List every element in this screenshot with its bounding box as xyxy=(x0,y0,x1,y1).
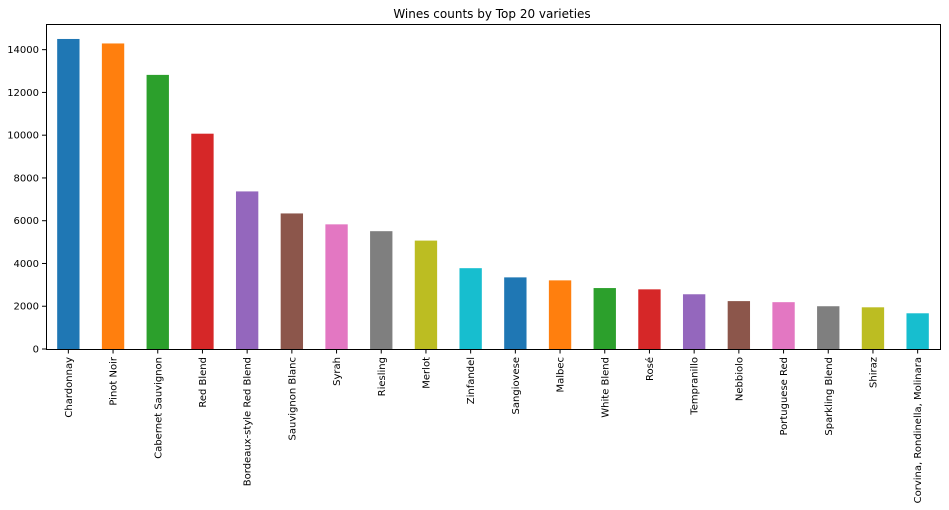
x-tick-label-0: Chardonnay xyxy=(64,357,75,418)
bar-17 xyxy=(817,306,840,349)
bar-11 xyxy=(548,280,572,349)
x-tick-label-16: Portuguese Red xyxy=(779,357,790,436)
bar-10 xyxy=(504,277,527,349)
y-tick-label-7: 14000 xyxy=(7,45,39,56)
y-tick-label-4: 8000 xyxy=(14,173,39,184)
x-tick-label-18: Shiraz xyxy=(868,357,879,388)
bar-0 xyxy=(57,38,80,350)
x-tick-label-7: Riesling xyxy=(377,357,388,396)
bars-group xyxy=(57,38,929,350)
bar-5 xyxy=(280,213,304,349)
bar-9 xyxy=(459,268,482,349)
bar-8 xyxy=(414,240,438,349)
bar-3 xyxy=(191,133,214,349)
x-tick-label-9: Zinfandel xyxy=(466,357,477,404)
x-tick-label-1: Pinot Noir xyxy=(109,356,120,406)
bar-19 xyxy=(906,313,929,349)
y-axis: 0 2000 4000 6000 8000 10000 12000 14000 xyxy=(7,45,46,356)
x-tick-label-12: White Blend xyxy=(600,357,611,418)
bar-7 xyxy=(370,231,393,349)
x-tick-label-11: Malbec xyxy=(556,357,567,393)
x-tick-label-15: Nebbiolo xyxy=(734,357,745,401)
bar-16 xyxy=(772,302,795,349)
x-tick-label-3: Red Blend xyxy=(198,357,209,408)
x-tick-label-14: Tempranillo xyxy=(690,357,701,416)
x-tick-label-19: Corvina, Rondinella, Molinara xyxy=(913,357,924,503)
x-tick-label-13: Rosé xyxy=(644,357,656,381)
bar-15 xyxy=(727,301,751,349)
bar-1 xyxy=(101,43,125,349)
y-tick-label-3: 6000 xyxy=(14,216,39,227)
x-axis: Chardonnay Pinot Noir Cabernet Sauvignon Re… xyxy=(64,349,924,503)
bar-14 xyxy=(682,294,706,349)
bar-2 xyxy=(146,74,169,350)
bar-12 xyxy=(593,288,616,349)
x-tick-label-10: Sangiovese xyxy=(511,357,522,415)
y-tick-label-5: 10000 xyxy=(7,131,39,142)
bar-4 xyxy=(235,191,259,349)
y-tick-label-6: 12000 xyxy=(7,88,39,99)
x-tick-label-5: Sauvignon Blanc xyxy=(287,357,298,440)
x-tick-label-8: Merlot xyxy=(421,357,432,389)
bar-13 xyxy=(638,289,661,349)
plot-frame xyxy=(46,24,941,350)
y-tick-label-1: 2000 xyxy=(14,302,39,313)
bar-6 xyxy=(325,224,348,349)
x-tick-label-17: Sparkling Blend xyxy=(824,357,835,436)
x-tick-label-6: Syrah xyxy=(332,357,343,386)
chart-title: Wines counts by Top 20 varieties xyxy=(393,7,590,21)
bar-18 xyxy=(861,307,885,349)
x-tick-label-2: Cabernet Sauvignon xyxy=(153,357,164,459)
x-tick-label-4: Bordeaux-style Red Blend xyxy=(243,357,254,486)
y-tick-label-2: 4000 xyxy=(14,259,39,270)
y-tick-label-0: 0 xyxy=(33,345,39,356)
